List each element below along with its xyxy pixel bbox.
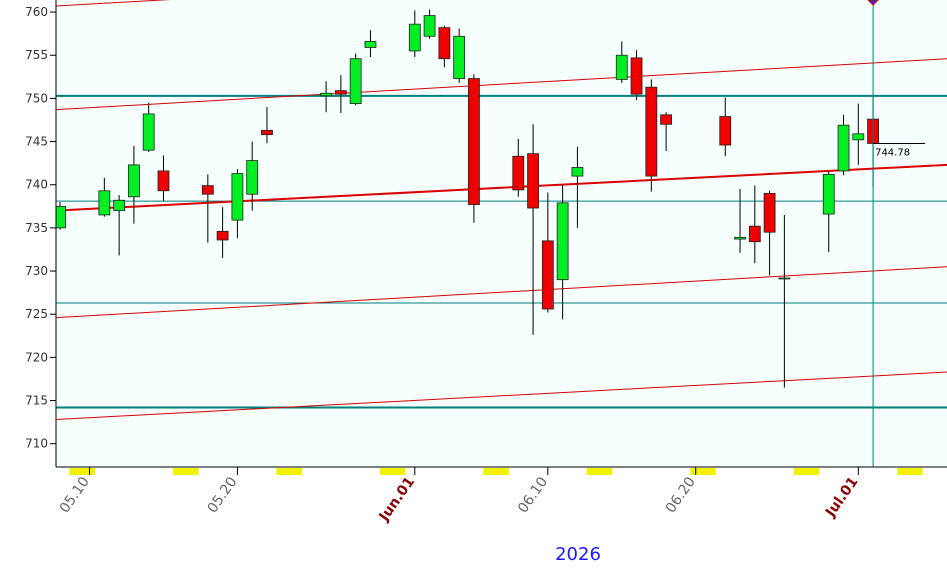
weekend-marker [794,468,820,475]
x-tick-label: Jul.01 [822,474,861,521]
candle-body [838,125,849,171]
candle-body [409,24,420,51]
candle-body [823,174,834,214]
y-tick-label: 730 [25,264,48,278]
candle-body [853,134,864,140]
y-tick-label: 710 [25,437,48,451]
weekend-marker [173,468,199,475]
candle-body [439,28,450,59]
weekend-marker [587,468,613,475]
candle-body [143,114,154,150]
y-tick-label: 745 [25,135,48,149]
candle-body [114,200,125,210]
candle-body [528,154,539,208]
candle-body [247,161,258,195]
y-tick-label: 725 [25,307,48,321]
candle-body [661,115,672,124]
candle-body [616,55,627,79]
candle-body [128,165,139,197]
y-tick-label: 740 [25,178,48,192]
weekend-marker [690,468,716,475]
candle-body [572,167,583,176]
x-tick-label: Jun.01 [376,474,418,525]
y-tick-label: 760 [25,5,48,19]
weekend-marker [380,468,406,475]
x-tick-label: 06.20 [663,474,699,516]
candle-body [631,58,642,94]
candle-body [158,171,169,191]
candle-body [350,59,361,104]
year-label: 2026 [555,544,601,565]
candle-body [468,79,479,205]
candle-body [513,156,524,190]
candle-body [321,93,332,96]
last-price-label: 744.78 [875,147,910,158]
candle-body [335,91,346,94]
weekend-marker [69,468,95,475]
y-tick-label: 715 [25,394,48,408]
candle-body [720,117,731,145]
candle-body [646,87,657,176]
candle-body [735,237,746,239]
weekend-marker [276,468,302,475]
candle-body [217,231,228,240]
candle-body [424,16,435,37]
y-tick-label: 720 [25,350,48,364]
y-tick-label: 735 [25,221,48,235]
y-tick-label: 750 [25,91,48,105]
plot-area [56,0,947,467]
candle-body [261,130,272,134]
candle-body [749,226,760,242]
candle-body [542,241,553,309]
x-tick-label: 06.10 [515,474,551,516]
y-tick-label: 755 [25,48,48,62]
candle-body [764,193,775,232]
candle-body [99,191,110,215]
candle-body [365,41,376,47]
weekend-marker [483,468,509,475]
candle-body [557,203,568,280]
candle-body [232,174,243,221]
candle-body [202,186,213,195]
x-tick-label: 05.10 [57,474,93,516]
weekend-marker [897,468,923,475]
candle-body [454,36,465,78]
candle-body [779,278,790,279]
x-tick-label: 05.20 [205,474,241,516]
